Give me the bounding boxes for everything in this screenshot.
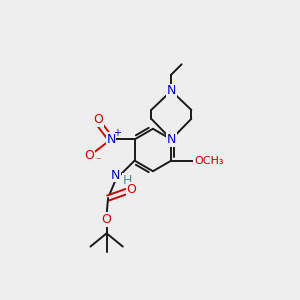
Text: N: N — [167, 84, 176, 97]
Text: O: O — [102, 213, 112, 226]
Text: ⁻: ⁻ — [95, 156, 100, 166]
Text: H: H — [123, 174, 133, 187]
Text: O: O — [85, 149, 94, 162]
Text: O: O — [127, 183, 136, 196]
Text: N: N — [167, 133, 176, 146]
Text: N: N — [106, 133, 116, 146]
Text: O: O — [94, 113, 103, 126]
Text: N: N — [111, 169, 120, 182]
Text: +: + — [113, 128, 122, 138]
Text: OCH₃: OCH₃ — [194, 156, 224, 166]
